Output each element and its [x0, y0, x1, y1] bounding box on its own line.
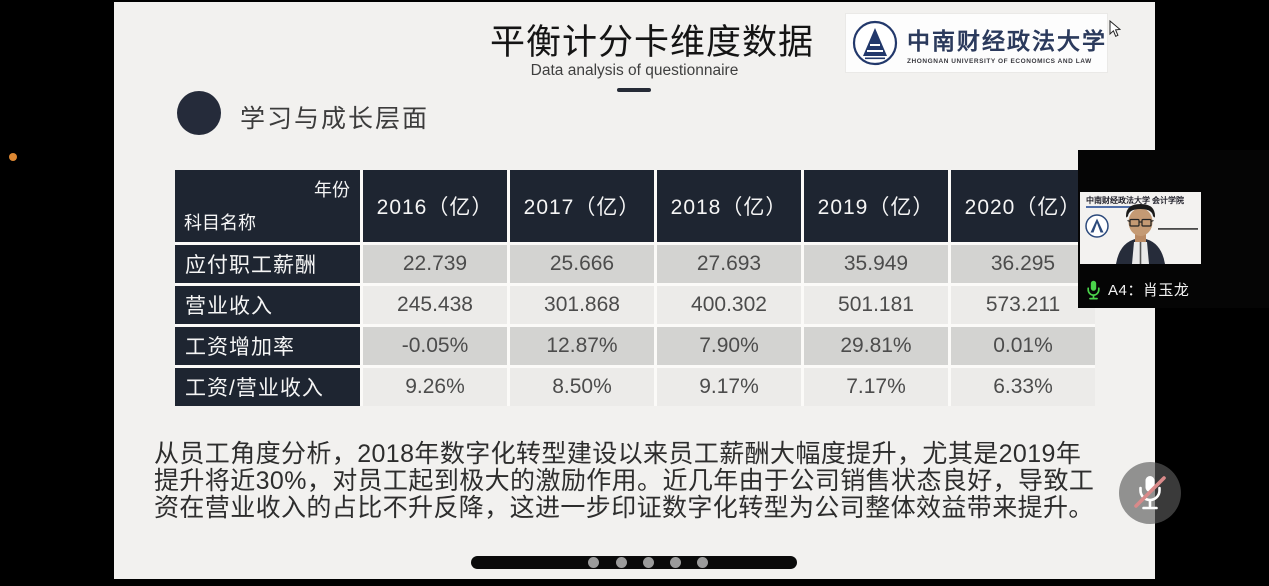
- table-cell: 12.87%: [510, 327, 654, 365]
- slide-title: 平衡计分卡维度数据: [490, 23, 815, 62]
- table-cell: 25.666: [510, 245, 654, 283]
- row-label: 工资/营业收入: [175, 368, 360, 406]
- table-cell: 35.949: [804, 245, 948, 283]
- participant-video-thumbnail[interactable]: 中南财经政法大学 会计学院: [1078, 150, 1269, 308]
- university-name-en: ZHONGNAN UNIVERSITY OF ECONOMICS AND LAW: [907, 57, 1092, 65]
- analysis-paragraph: 从员工角度分析，2018年数字化转型建设以来员工薪酬大幅度提升，尤其是2019年…: [154, 441, 1094, 522]
- pager-dot[interactable]: [616, 557, 627, 568]
- participant-name-row: A4：肖玉龙: [1086, 279, 1189, 300]
- analysis-line: 提升将近30%，对员工起到极大的激励作用。近几年由于公司销售状态良好，导致工: [154, 467, 1095, 495]
- table-cell: 301.868: [510, 286, 654, 324]
- mic-on-icon: [1087, 280, 1100, 299]
- table-cell: 573.211: [951, 286, 1095, 324]
- analysis-line: 从员工角度分析，2018年数字化转型建设以来员工薪酬大幅度提升，尤其是2019年: [154, 440, 1082, 468]
- participant-name: A4：肖玉龙: [1108, 282, 1190, 299]
- subtitle-underline: [617, 88, 651, 92]
- shared-slide: 平衡计分卡维度数据 Data analysis of questionnaire…: [114, 2, 1155, 579]
- slideshow-bottom-bar: [471, 556, 797, 569]
- row-label: 营业收入: [175, 286, 360, 324]
- mic-muted-button[interactable]: [1119, 462, 1181, 524]
- year-header-2017: 2017（亿）: [510, 170, 654, 242]
- university-seal-icon: [852, 20, 898, 66]
- table-cell: 9.17%: [657, 368, 801, 406]
- mic-muted-icon: [1134, 476, 1166, 510]
- table-cell: -0.05%: [363, 327, 507, 365]
- slide-subtitle: Data analysis of questionnaire: [530, 62, 739, 79]
- year-header-2018: 2018（亿）: [657, 170, 801, 242]
- row-label: 应付职工薪酬: [175, 245, 360, 283]
- year-header-2016: 2016（亿）: [363, 170, 507, 242]
- section-title: 学习与成长层面: [240, 105, 430, 133]
- pager-dot[interactable]: [588, 557, 599, 568]
- balanced-scorecard-table: 年份 科目名称 2016（亿） 2017（亿） 2018（亿） 2019（亿） …: [175, 170, 1095, 406]
- table-cell: 6.33%: [951, 368, 1095, 406]
- pager-dot[interactable]: [697, 557, 708, 568]
- section-bullet-icon: [177, 91, 221, 135]
- corner-year-label: 年份: [314, 180, 350, 200]
- table-cell: 7.17%: [804, 368, 948, 406]
- pager-dot[interactable]: [643, 557, 654, 568]
- row-label: 工资增加率: [175, 327, 360, 365]
- year-header-2020: 2020（亿）: [951, 170, 1095, 242]
- table-cell: 8.50%: [510, 368, 654, 406]
- university-name-cn: 中南财经政法大学: [907, 28, 1107, 54]
- year-header-2019: 2019（亿）: [804, 170, 948, 242]
- pager-dot[interactable]: [670, 557, 681, 568]
- table-cell: 22.739: [363, 245, 507, 283]
- table-cell: 400.302: [657, 286, 801, 324]
- annotation-dot: [9, 153, 17, 161]
- table-cell: 9.26%: [363, 368, 507, 406]
- university-logo: 中南财经政法大学 ZHONGNAN UNIVERSITY OF ECONOMIC…: [846, 14, 1107, 72]
- participant-video-feed: 中南财经政法大学 会计学院: [1080, 192, 1201, 264]
- mouse-cursor-icon: [1109, 20, 1121, 37]
- corner-subject-label: 科目名称: [184, 213, 256, 233]
- table-cell: 7.90%: [657, 327, 801, 365]
- table-cell: 0.01%: [951, 327, 1095, 365]
- table-cell: 501.181: [804, 286, 948, 324]
- analysis-line: 资在营业收入的占比不升反降，这进一步印证数字化转型为公司整体效益带来提升。: [154, 494, 1094, 522]
- video-banner-text: 中南财经政法大学 会计学院: [1086, 195, 1184, 205]
- table-cell: 245.438: [363, 286, 507, 324]
- table-cell: 36.295: [951, 245, 1095, 283]
- table-cell: 27.693: [657, 245, 801, 283]
- table-corner-cell: 年份 科目名称: [175, 170, 360, 242]
- table-cell: 29.81%: [804, 327, 948, 365]
